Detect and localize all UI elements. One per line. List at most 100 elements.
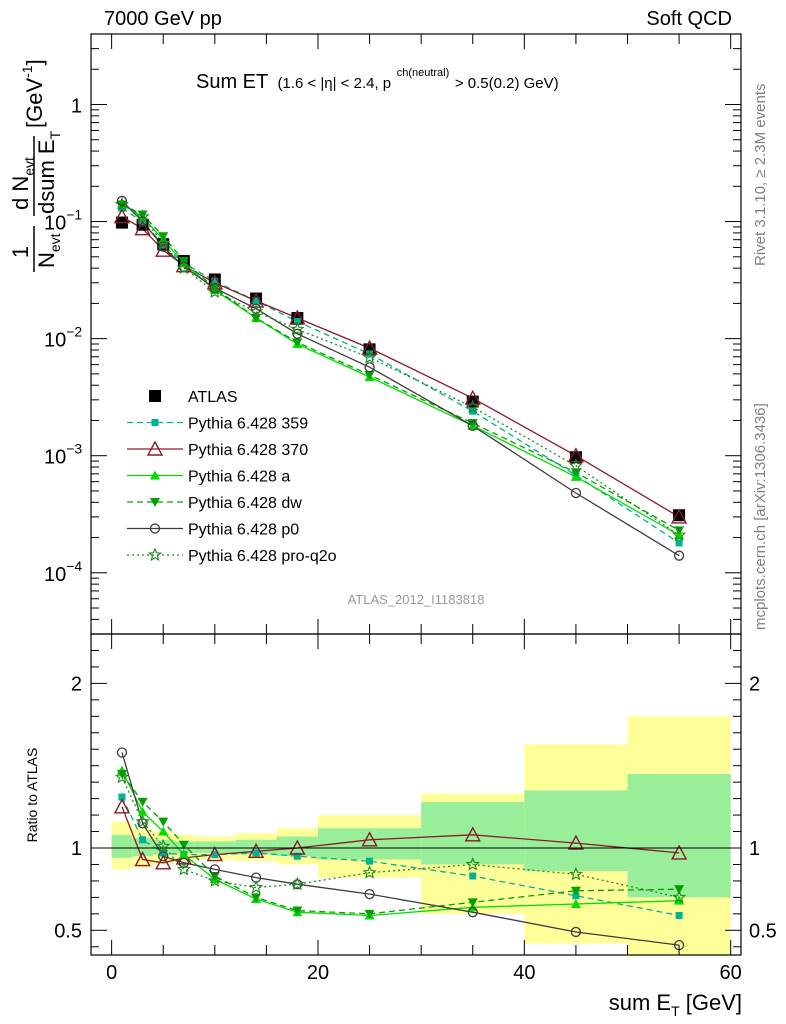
ratio-point-1-5 [252, 849, 260, 857]
svg-text:dsum ET: dsum ET [34, 130, 63, 214]
point-4-10 [674, 526, 685, 536]
line-main-6 [121, 203, 680, 536]
point-6-2 [156, 236, 171, 250]
ratio-point-6-2 [156, 838, 171, 853]
y-axis-label: 1 Nevt d Nevt dsum ET [GeV-1] [8, 59, 63, 272]
point-4-6 [292, 338, 303, 348]
ratio-point-5-2 [158, 851, 169, 862]
point-5-6 [292, 328, 303, 339]
point-5-2 [158, 241, 169, 252]
band-stat-0 [111, 834, 133, 858]
ratio-tick-label-right-0: 2 [749, 673, 760, 695]
ratio-point-6-7 [362, 865, 377, 879]
ratio-tick-label-right-2: 0.5 [749, 920, 777, 942]
ratio-point-4-10 [674, 885, 685, 895]
x-tick-label-1: 20 [307, 962, 329, 984]
band-stat-9 [524, 790, 628, 872]
point-5-10 [673, 550, 685, 561]
ratio-tick-label-left-1: 1 [71, 838, 82, 860]
ratio-point-5-1 [137, 818, 148, 829]
point-5-7 [364, 362, 375, 373]
svg-text:1: 1 [8, 246, 33, 258]
band-stat-8 [421, 801, 525, 865]
ratio-point-4-3 [178, 840, 189, 850]
legend-label-3: Pythia 6.428 a [188, 469, 290, 486]
legend-marker-4 [150, 498, 160, 507]
main-frame [90, 33, 742, 635]
point-1-6 [293, 318, 301, 326]
chart-title: Sum ET (1.6 < |η| < 2.4, p ch(neutral) >… [196, 59, 559, 93]
point-6-4 [207, 284, 222, 299]
x-tick-label-2: 40 [513, 962, 535, 984]
legend-marker-3 [150, 470, 160, 480]
point-5-8 [467, 420, 478, 431]
point-1-10 [675, 539, 683, 547]
y-tick-label-3: 10−3 [44, 441, 82, 469]
point-1-4 [211, 277, 219, 285]
point-6-8 [465, 399, 480, 414]
line-main-4 [121, 203, 680, 531]
point-4-1 [137, 210, 148, 220]
legend-marker-6 [147, 547, 163, 562]
header-category: Soft QCD [646, 8, 732, 30]
tick-labels: 0 20 40 60 1 10−1 10−2 10−3 10−4 2 2 1 1 0.5 0.5 [44, 95, 777, 984]
y-tick-label-2: 10−2 [44, 324, 82, 352]
y-tick-label-0: 1 [71, 95, 82, 117]
ratio-point-2-5 [247, 842, 265, 858]
svg-text:[GeV-1]: [GeV-1] [19, 59, 47, 128]
ratio-axis-label: Ratio to ATLAS [24, 748, 40, 843]
point-5-4 [209, 282, 220, 294]
ratio-point-2-7 [361, 831, 378, 847]
legend-label-6: Pythia 6.428 pro-q2o [188, 548, 337, 565]
legend-label-5: Pythia 6.428 p0 [188, 522, 299, 539]
line-ratio-6 [121, 776, 680, 899]
ratio-frame [90, 633, 742, 956]
ratio-point-6-3 [176, 861, 191, 876]
ratio-point-6-9 [568, 866, 583, 881]
ratio-point-6-1 [135, 814, 150, 828]
ratio-point-5-9 [570, 926, 582, 938]
point-2-7 [361, 339, 378, 355]
ratio-point-6-5 [249, 880, 264, 894]
ratio-point-3-3 [178, 849, 189, 859]
ratio-point-4-5 [251, 893, 262, 903]
ratio-point-1-6 [293, 852, 301, 860]
point-5-0 [116, 195, 128, 207]
legend-marker-1 [151, 419, 159, 426]
ratio-point-6-4 [207, 873, 222, 887]
series-markers [113, 195, 688, 951]
band-stat-6 [276, 836, 318, 857]
ratio-point-1-8 [469, 872, 477, 880]
point-2-10 [670, 508, 688, 524]
ratio-point-1-4 [211, 851, 219, 859]
point-6-3 [176, 260, 191, 275]
ratio-point-1-0 [118, 793, 126, 801]
line-main-1 [121, 207, 680, 544]
analysis-watermark: ATLAS_2012_I1183818 [348, 592, 485, 607]
legend-label-1: Pythia 6.428 359 [188, 416, 308, 433]
legend-marker-0 [149, 390, 161, 402]
point-2-1 [134, 220, 151, 236]
ratio-tick-label-left-0: 2 [71, 673, 82, 695]
ratio-point-5-7 [364, 888, 375, 900]
ratio-point-3-9 [570, 898, 581, 908]
legend-label-4: Pythia 6.428 dw [188, 495, 302, 512]
y-tick-label-4: 10−4 [44, 558, 82, 586]
ratio-point-4-7 [364, 909, 375, 919]
ratio-point-6-8 [465, 857, 480, 871]
point-6-5 [249, 304, 264, 318]
x-tick-label-3: 60 [720, 962, 742, 984]
ratio-point-6-0 [114, 769, 130, 784]
ratio-point-4-6 [292, 906, 303, 916]
point-1-8 [469, 407, 477, 415]
point-6-10 [672, 527, 687, 542]
ratio-point-4-4 [209, 871, 220, 881]
point-4-4 [209, 284, 220, 294]
point-5-5 [250, 303, 262, 314]
ratio-point-4-1 [137, 797, 148, 807]
point-6-6 [290, 321, 305, 336]
line-ratio-5 [121, 752, 680, 946]
ratio-point-3-2 [158, 826, 169, 836]
axes [90, 33, 742, 956]
